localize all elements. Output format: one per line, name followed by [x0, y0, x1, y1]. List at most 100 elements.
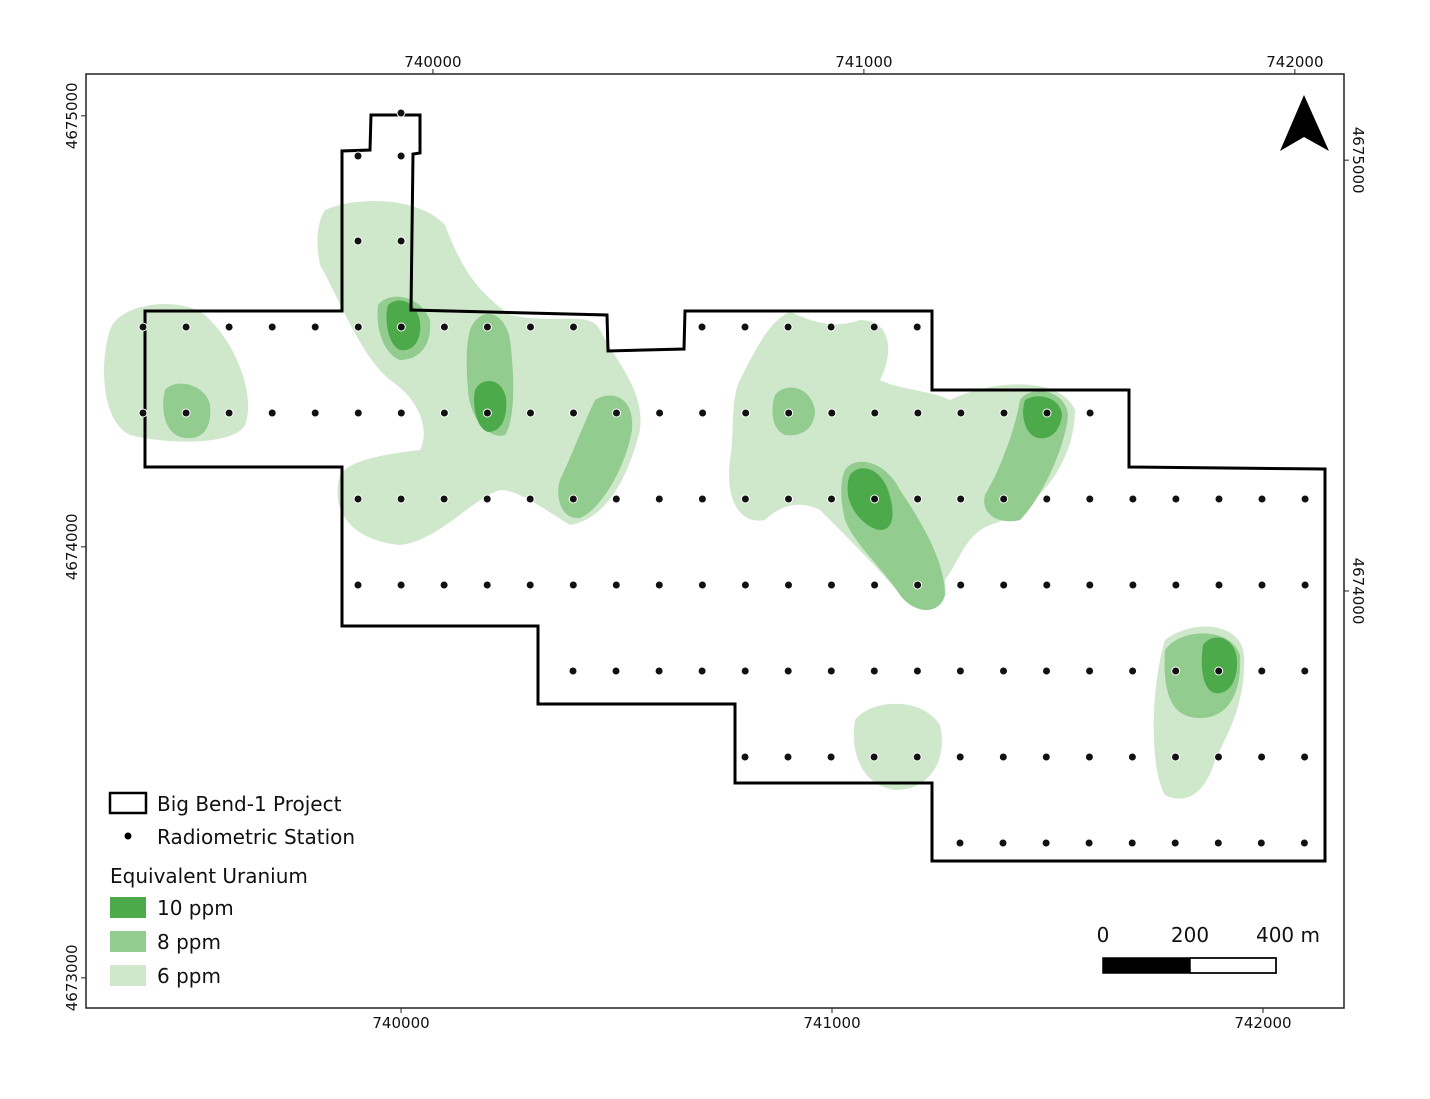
project-boundary: [143, 113, 1327, 863]
station: [353, 494, 363, 504]
concentration-zone: [729, 312, 1075, 609]
station: [1128, 666, 1138, 676]
legend-project-swatch: [108, 791, 148, 815]
station: [826, 752, 836, 762]
station: [827, 408, 837, 418]
station: [955, 838, 965, 848]
station: [955, 666, 965, 676]
station: [1170, 838, 1180, 848]
x-tick-label: 742000: [1266, 53, 1323, 71]
legend-class-label: 8 ppm: [157, 930, 221, 954]
station: [1257, 752, 1267, 762]
station: [1127, 752, 1137, 762]
station: [827, 494, 836, 504]
station: [869, 666, 879, 676]
station: [525, 494, 535, 504]
legend-class-swatch: [110, 965, 146, 986]
station: [439, 408, 449, 418]
station: [612, 408, 621, 418]
station: [1214, 752, 1223, 762]
x-tick-label: 741000: [803, 1014, 860, 1032]
station: [439, 494, 449, 504]
station: [956, 494, 966, 504]
legend-class-label: 6 ppm: [157, 964, 221, 988]
station: [1085, 580, 1095, 590]
station: [1042, 666, 1051, 676]
station: [784, 408, 794, 418]
station: [1084, 752, 1094, 762]
north-arrow: [1280, 95, 1329, 151]
station: [1084, 838, 1094, 848]
station: [999, 666, 1008, 676]
station: [138, 408, 148, 418]
scale-bar-white: [1189, 957, 1277, 974]
scale-label: 400 m: [1256, 923, 1320, 947]
station: [482, 580, 492, 590]
station: [999, 408, 1009, 418]
station: [1041, 752, 1051, 762]
station: [827, 580, 836, 590]
station: [396, 494, 406, 504]
station: [1214, 494, 1224, 504]
station: [396, 151, 406, 161]
x-tick-label: 742000: [1234, 1014, 1291, 1032]
station: [568, 666, 578, 676]
legend-class-swatch: [110, 931, 146, 952]
y-tick-label: 4674000: [63, 513, 81, 580]
station: [526, 322, 535, 332]
station: [654, 666, 664, 676]
station: [310, 322, 320, 332]
station: [138, 322, 148, 332]
station: [912, 752, 922, 762]
station: [654, 494, 664, 504]
station: [224, 408, 234, 418]
station: [611, 494, 621, 504]
station: [353, 408, 363, 418]
station: [439, 580, 449, 590]
station: [783, 666, 793, 676]
station: [826, 666, 836, 676]
station: [181, 408, 191, 418]
station: [1085, 408, 1095, 418]
station: [569, 408, 578, 418]
scale-bar-black: [1103, 958, 1190, 973]
station: [353, 236, 363, 246]
station: [697, 580, 707, 590]
station: [697, 494, 707, 504]
station: [1256, 838, 1266, 848]
station: [353, 322, 363, 332]
station: [1042, 494, 1052, 504]
station: [783, 322, 793, 332]
station: [267, 408, 277, 418]
station: [482, 408, 492, 418]
station: [783, 752, 793, 762]
station: [1300, 580, 1310, 590]
station: [1128, 580, 1138, 590]
station: [741, 408, 751, 418]
station: [181, 322, 191, 332]
station: [913, 580, 923, 590]
station: [396, 236, 406, 246]
x-tick-label: 741000: [835, 53, 892, 71]
scale-bar-frame: [1102, 957, 1277, 974]
station: [955, 752, 965, 762]
station: [396, 408, 406, 418]
station: [1085, 666, 1095, 676]
station: [1257, 666, 1267, 676]
station: [654, 580, 664, 590]
station: [396, 322, 406, 332]
station: [1214, 580, 1224, 590]
station: [1213, 838, 1223, 848]
station: [1171, 580, 1181, 590]
station: [1171, 752, 1180, 762]
station: [1041, 838, 1051, 848]
station: [1300, 752, 1310, 762]
station: [870, 580, 880, 590]
legend-class-label: 10 ppm: [157, 896, 234, 920]
station: [870, 408, 880, 418]
concentration-zone: [1201, 637, 1238, 694]
station: [740, 666, 750, 676]
legend-station: Radiometric Station: [157, 825, 355, 849]
